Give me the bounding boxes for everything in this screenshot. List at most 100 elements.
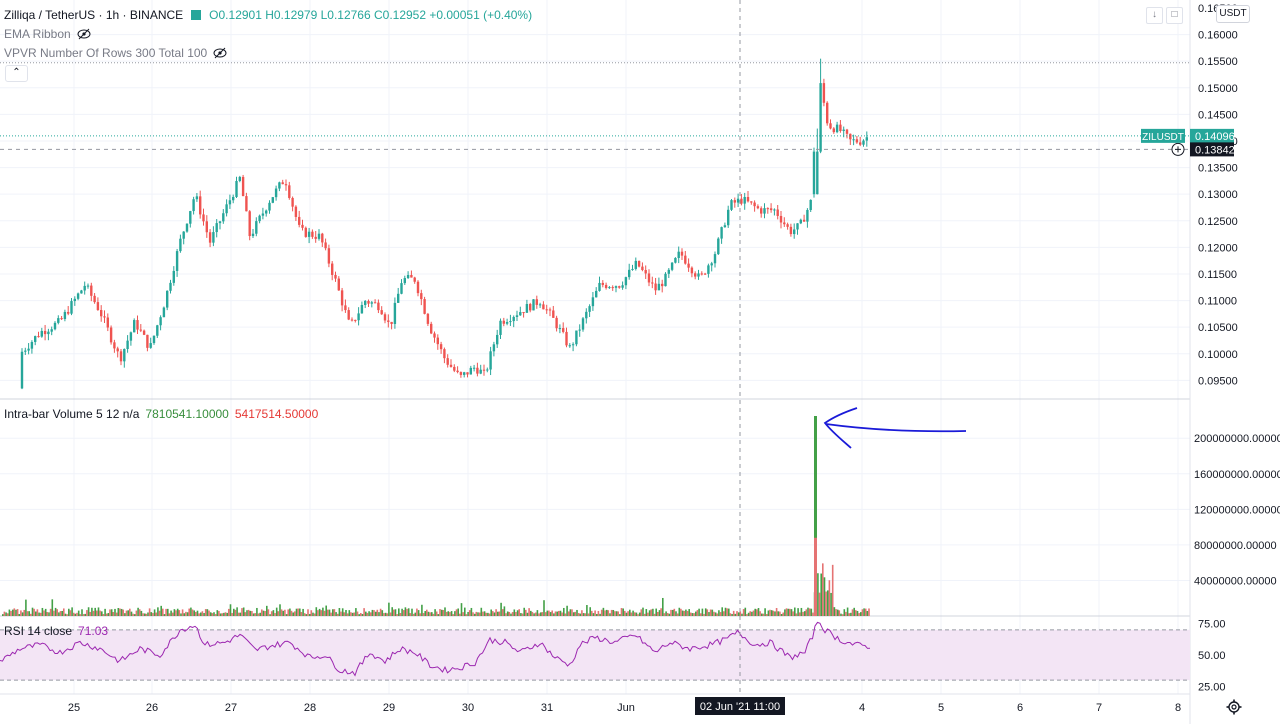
volume-bar-down [297,608,299,616]
candle-body [674,257,677,263]
volume-bar-up [675,611,677,616]
candle-body [439,344,443,350]
volume-bar-down [756,609,758,616]
volume-bar-down [69,610,72,616]
volume-bar-up [272,610,275,616]
candle-body [512,316,515,322]
rsi-legend-name: RSI 14 close [4,624,73,638]
indicator-legend-vpvr[interactable]: VPVR Number Of Rows 300 Total 100 [4,46,227,60]
volume-bar-down [396,614,398,616]
candle-body [769,208,773,211]
volume-bar-down [723,611,725,616]
volume-bar-up [147,612,149,616]
volume-bar-down [851,609,854,616]
volume-bar-up [526,612,529,616]
volume-bar-down [191,609,194,616]
candle-body [835,124,839,133]
hidden-eye-icon[interactable] [77,28,91,40]
candle-body [208,232,212,243]
volume-bar-down [221,613,223,616]
volume-bar-up [114,608,116,616]
volume-bar-down [640,609,643,616]
volume-bar-down [66,614,68,616]
volume-bar-down [521,613,524,616]
volume-bar-up [708,612,710,616]
volume-bar-down [175,610,177,616]
volume-bar-down [855,610,857,616]
volume-bar-up [233,608,235,616]
volume-bar-down [26,611,29,616]
currency-button[interactable]: USDT [1216,5,1250,23]
volume-bar-up [44,608,47,616]
download-icon[interactable]: ↓ [1146,7,1163,24]
volume-bar-up [31,607,34,616]
candle-body [598,282,601,291]
rsi-band [0,629,1190,681]
volume-bar-up [127,610,129,616]
indicator-legend-ema[interactable]: EMA Ribbon [4,27,91,41]
volume-bar-up [810,608,813,616]
hidden-eye-icon[interactable] [213,47,227,59]
candle-body [258,215,261,222]
collapse-legend-button[interactable]: ⌃ [5,65,28,82]
indicator-name: VPVR Number Of Rows 300 Total 100 [4,46,208,60]
candle-body [288,185,291,198]
volume-bar-down [231,612,233,616]
volume-bar-up [388,602,390,616]
volume-bar-up [176,608,179,616]
symbol-title[interactable]: Zilliqa / TetherUS · 1h · BINANCE [4,8,184,22]
candle-body [113,342,116,349]
candle-body [486,369,489,371]
volume-bar-up [398,608,400,616]
volume-bar-down [59,611,62,616]
volume-bar-up [371,609,374,616]
volume-bar-up [787,608,789,616]
volume-bar-up [757,608,760,616]
candle-body [680,251,684,256]
rsi-legend[interactable]: RSI 14 close 71.03 [4,624,108,638]
last-price-tag: 0.14096 [1195,131,1235,143]
volume-bar-up [777,611,780,616]
time-tick-label: 5 [938,702,944,714]
volume-bar-up [308,613,311,616]
candle-body [364,301,367,305]
volume-bar-down [666,613,669,616]
candle-body [720,227,723,239]
candle-body [736,198,740,203]
volume-bar-down [825,591,827,616]
volume-bar-up [490,609,492,616]
volume-bar-up [473,613,476,616]
volume-bar-up [404,607,407,616]
volume-bar-up [229,604,232,616]
volume-bar-down [600,609,603,616]
volume-tick-label: 160000000.00000 [1194,469,1280,481]
candle-body [360,304,364,314]
drawn-arrow-head [823,407,858,449]
candle-body [631,268,634,270]
symbol-legend[interactable]: Zilliqa / TetherUS · 1h · BINANCE O0.129… [4,8,532,22]
candle-body [340,290,344,306]
volume-bar-down [257,613,260,616]
volume-bar-down [33,608,35,616]
volume-bar-up [193,610,195,616]
volume-bar-up [219,613,222,616]
maximize-icon[interactable]: □ [1166,7,1183,24]
price-tick-label: 0.13500 [1198,163,1238,175]
candle-body [773,209,776,211]
drawn-arrow-line [825,423,967,433]
volume-bar-up [305,614,308,616]
settings-gear-icon[interactable] [1226,699,1242,715]
candle-body [123,348,126,362]
volume-bar-up [163,614,166,616]
volume-bar-up [87,607,90,616]
candle-body [261,213,265,216]
volume-legend[interactable]: Intra-bar Volume 5 12 n/a 7810541.10000 … [4,407,318,421]
volume-bar-down [637,614,639,616]
volume-bar-down [30,613,32,616]
volume-bar-down [732,610,735,616]
volume-bar-up [856,610,859,616]
volume-bar-down [350,612,352,616]
volume-bar-up [543,600,545,616]
volume-bar-up [292,612,294,616]
